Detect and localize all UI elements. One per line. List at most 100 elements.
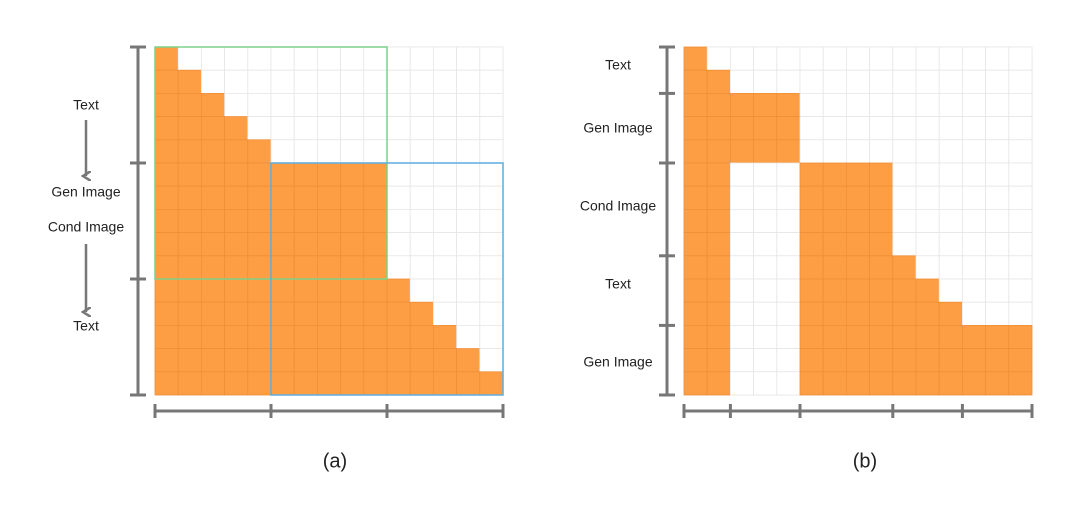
cell-off <box>1008 301 1033 326</box>
cell-on <box>753 93 778 118</box>
cell-off <box>456 208 481 233</box>
cell-on <box>683 162 708 187</box>
cell-on <box>293 324 318 349</box>
cell-on <box>915 348 940 373</box>
cell-on <box>683 185 708 210</box>
cell-on <box>177 185 202 210</box>
cell-on <box>247 301 272 326</box>
label: Gen Image <box>51 184 120 200</box>
cell-on <box>822 232 847 257</box>
cell-on <box>846 371 871 396</box>
cell-off <box>409 232 434 257</box>
cell-off <box>456 46 481 71</box>
cell-off <box>962 116 987 141</box>
cell-on <box>200 185 225 210</box>
cell-on <box>293 278 318 303</box>
cell-off <box>409 116 434 141</box>
cell-off <box>753 69 778 94</box>
cell-on <box>316 162 341 187</box>
cell-on <box>846 324 871 349</box>
cell-off <box>479 162 504 187</box>
cell-off <box>479 185 504 210</box>
cell-off <box>730 324 755 349</box>
cell-off <box>962 139 987 164</box>
cell-on <box>822 208 847 233</box>
cell-on <box>1008 324 1033 349</box>
cell-on <box>200 301 225 326</box>
cell-on <box>892 278 917 303</box>
cell-off <box>915 162 940 187</box>
cell-off <box>776 301 801 326</box>
cell-on <box>340 278 365 303</box>
cell-on <box>247 371 272 396</box>
cell-off <box>386 46 411 71</box>
mask-a <box>154 46 504 396</box>
cell-off <box>386 93 411 118</box>
cell-on <box>846 162 871 187</box>
cell-off <box>432 208 457 233</box>
cell-off <box>753 255 778 280</box>
cell-off <box>1008 232 1033 257</box>
cell-on <box>822 162 847 187</box>
cell-off <box>962 93 987 118</box>
cell-off <box>409 139 434 164</box>
cell-off <box>224 69 249 94</box>
cell-off <box>915 255 940 280</box>
cell-on <box>892 324 917 349</box>
cell-off <box>962 232 987 257</box>
cell-on <box>224 185 249 210</box>
cell-off <box>985 278 1010 303</box>
cell-off <box>386 185 411 210</box>
cell-on <box>363 162 388 187</box>
cell-off <box>892 93 917 118</box>
cell-off <box>776 46 801 71</box>
cell-on <box>846 301 871 326</box>
cell-off <box>822 69 847 94</box>
cell-on <box>938 371 963 396</box>
cell-on <box>683 348 708 373</box>
cell-off <box>456 232 481 257</box>
cell-on <box>776 139 801 164</box>
cell-on <box>706 208 731 233</box>
cell-on <box>154 185 179 210</box>
cell-off <box>962 46 987 71</box>
cell-on <box>869 232 894 257</box>
cell-off <box>479 348 504 373</box>
cell-off <box>915 208 940 233</box>
cell-on <box>363 371 388 396</box>
cell-off <box>409 208 434 233</box>
blue-box <box>270 162 504 396</box>
cell-on <box>846 232 871 257</box>
cell-off <box>432 162 457 187</box>
cell-off <box>892 162 917 187</box>
cell-on <box>177 208 202 233</box>
caption: (a) <box>323 450 347 472</box>
cell-off <box>915 139 940 164</box>
cell-off <box>1008 185 1033 210</box>
cell-on <box>224 139 249 164</box>
cell-off <box>386 162 411 187</box>
cell-on <box>177 301 202 326</box>
cell-on <box>706 232 731 257</box>
cell-on <box>730 93 755 118</box>
cell-on <box>177 93 202 118</box>
caption: (b) <box>853 450 877 472</box>
cell-on <box>340 301 365 326</box>
cell-off <box>915 46 940 71</box>
cell-on <box>270 255 295 280</box>
cell-on <box>730 139 755 164</box>
cell-off <box>316 116 341 141</box>
cell-on <box>822 371 847 396</box>
cell-off <box>432 69 457 94</box>
label: Text <box>73 318 99 334</box>
cell-off <box>456 278 481 303</box>
label: Gen Image <box>583 120 652 136</box>
cell-on <box>456 348 481 373</box>
cell-off <box>1008 69 1033 94</box>
cell-on <box>154 139 179 164</box>
cell-on <box>293 255 318 280</box>
cell-on <box>340 208 365 233</box>
cell-on <box>846 348 871 373</box>
cell-on <box>706 348 731 373</box>
cell-on <box>776 93 801 118</box>
